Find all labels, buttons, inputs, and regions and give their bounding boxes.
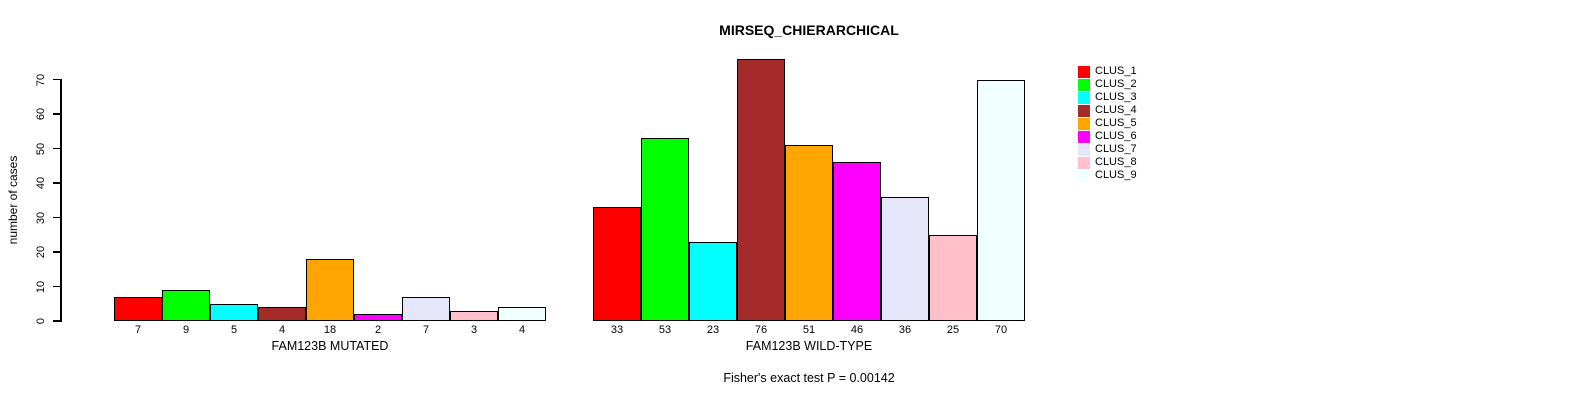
y-axis-tick-label: 30 — [35, 211, 47, 224]
bar-value-label: 7 — [422, 324, 430, 336]
bar — [593, 207, 641, 321]
y-axis-tick — [53, 216, 60, 219]
legend-item: CLUS_8 — [1078, 156, 1137, 169]
legend-label: CLUS_4 — [1095, 104, 1137, 116]
bar — [833, 162, 881, 321]
y-axis-tick-label: 10 — [35, 280, 47, 293]
legend-label: CLUS_7 — [1095, 143, 1137, 155]
legend-swatch — [1078, 91, 1090, 104]
legend-item: CLUS_4 — [1078, 104, 1137, 117]
bar-value-label: 70 — [994, 324, 1008, 336]
bar-value-label: 2 — [374, 324, 382, 336]
legend-item: CLUS_6 — [1078, 130, 1137, 143]
bar-value-label: 25 — [946, 324, 960, 336]
y-axis-tick — [53, 320, 60, 322]
bar — [641, 138, 689, 321]
bar-value-label: 4 — [278, 324, 286, 336]
y-axis-tick — [53, 251, 60, 253]
legend-item: CLUS_9 — [1078, 169, 1137, 182]
legend-label: CLUS_1 — [1095, 65, 1137, 77]
bar — [162, 289, 210, 321]
bar — [354, 314, 402, 321]
legend-swatch — [1078, 78, 1090, 91]
bar-value-label: 7 — [134, 324, 142, 336]
y-axis-tick — [53, 78, 60, 81]
fisher-test-note: Fisher's exact test P = 0.00142 — [723, 371, 895, 385]
bar-value-label: 4 — [518, 324, 526, 336]
legend-label: CLUS_9 — [1095, 169, 1137, 181]
y-axis-tick-label: 60 — [35, 107, 47, 121]
bar — [306, 258, 354, 321]
y-axis-line — [60, 79, 62, 322]
legend-label: CLUS_6 — [1095, 130, 1137, 142]
bar-value-label: 51 — [802, 324, 816, 336]
bar-value-label: 9 — [182, 324, 190, 336]
y-axis-tick — [53, 113, 60, 115]
y-axis-tick-label: 70 — [35, 73, 47, 86]
legend-item: CLUS_1 — [1078, 65, 1137, 78]
bar — [689, 241, 737, 321]
chart-title: MIRSEQ_CHIERARCHICAL — [719, 22, 899, 38]
bar — [737, 58, 785, 321]
legend-item: CLUS_5 — [1078, 117, 1137, 130]
x-axis-group-label-wildtype: FAM123B WILD-TYPE — [745, 339, 873, 353]
legend-swatch — [1078, 117, 1090, 130]
bar — [210, 303, 258, 321]
y-axis-tick-label: 0 — [35, 317, 47, 325]
legend-swatch — [1078, 65, 1090, 78]
legend-label: CLUS_5 — [1095, 117, 1137, 129]
bar — [450, 310, 498, 321]
bar — [881, 196, 929, 321]
bar — [785, 145, 833, 321]
legend: CLUS_1 CLUS_2 CLUS_3 CLUS_4 CLUS_5 CLUS_6 CLUS… — [1078, 65, 1137, 182]
y-axis-tick-label: 50 — [35, 142, 47, 155]
y-axis-tick-label: 40 — [35, 176, 47, 190]
legend-swatch — [1078, 130, 1090, 143]
bar — [114, 296, 162, 321]
y-axis-tick — [53, 285, 60, 288]
bar — [929, 234, 977, 321]
bar-value-label: 36 — [898, 324, 912, 336]
bar-value-label: 18 — [323, 324, 337, 336]
legend-label: CLUS_3 — [1095, 91, 1137, 103]
legend-item: CLUS_3 — [1078, 91, 1137, 104]
bar-value-label: 23 — [706, 324, 720, 336]
bar-value-label: 53 — [658, 324, 672, 336]
legend-item: CLUS_2 — [1078, 78, 1137, 91]
legend-item: CLUS_7 — [1078, 143, 1137, 156]
legend-label: CLUS_8 — [1095, 156, 1137, 168]
y-axis-tick-label: 20 — [35, 245, 47, 259]
bar — [402, 296, 450, 321]
legend-swatch — [1078, 104, 1090, 117]
bar-value-label: 3 — [470, 324, 478, 336]
bar-value-label: 46 — [850, 324, 864, 336]
bar — [258, 307, 306, 321]
bar-value-label: 76 — [754, 324, 768, 336]
bar — [977, 79, 1025, 321]
legend-swatch — [1078, 169, 1090, 182]
y-axis-tick — [53, 147, 60, 150]
x-axis-group-label-mutated: FAM123B MUTATED — [271, 339, 389, 353]
y-axis-label: number of cases — [6, 155, 20, 245]
bar — [498, 307, 546, 321]
bar-value-label: 33 — [610, 324, 624, 336]
legend-swatch — [1078, 143, 1090, 156]
legend-label: CLUS_2 — [1095, 78, 1137, 90]
legend-swatch — [1078, 156, 1090, 169]
y-axis-tick — [53, 182, 60, 184]
bar-value-label: 5 — [230, 324, 238, 336]
